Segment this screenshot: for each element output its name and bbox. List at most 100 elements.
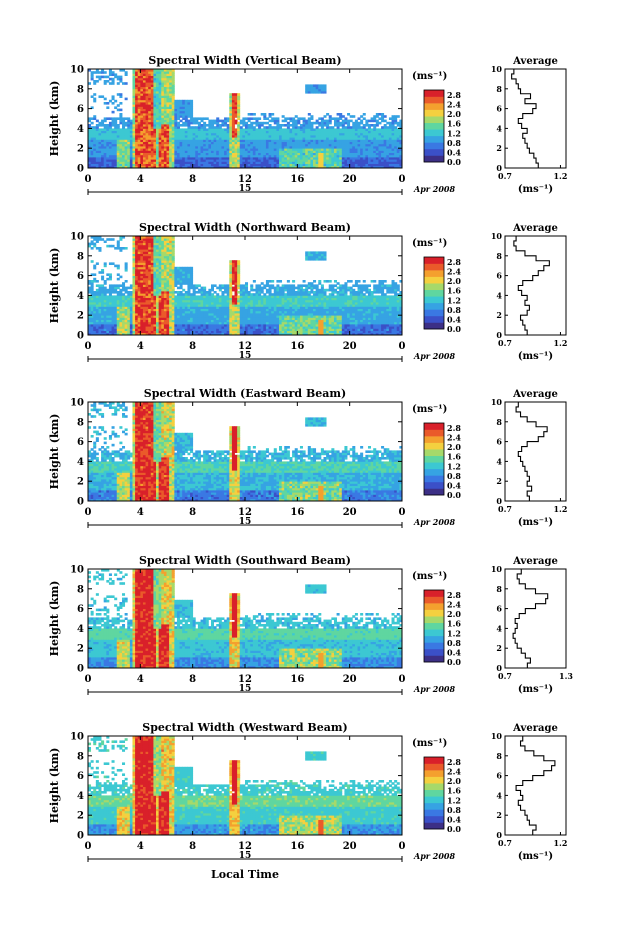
heatmap-cell: [106, 124, 109, 127]
heatmap-cell: [384, 115, 387, 118]
heatmap-cell: [271, 113, 274, 116]
heatmap-cell: [324, 115, 327, 118]
colorbar-tick-label: 0.0: [447, 157, 461, 167]
heatmap-cell: [371, 117, 374, 120]
heatmap-cell: [177, 287, 180, 290]
heatmap-cell: [101, 284, 104, 287]
colorbar-swatch: [424, 110, 444, 117]
heatmap-cell: [355, 120, 358, 123]
heatmap-cell: [378, 122, 381, 125]
heatmap-cell: [112, 78, 115, 81]
colorbar-swatch: [424, 136, 444, 143]
heatmap-cell: [235, 128, 238, 131]
heatmap-cell: [318, 128, 321, 131]
heatmap-cell: [187, 267, 190, 270]
heatmap-cell: [114, 265, 117, 268]
heatmap-cell: [93, 273, 96, 276]
y-tick-label: 10: [70, 65, 84, 76]
heatmap-cell: [232, 93, 235, 96]
heatmap-cell: [384, 124, 387, 127]
heatmap-cell: [221, 128, 224, 131]
heatmap-cell: [109, 82, 112, 85]
heatmap-cell: [214, 126, 217, 129]
heatmap-cell: [219, 295, 222, 298]
heatmap-cell: [93, 278, 96, 281]
heatmap-cell: [240, 126, 243, 129]
heatmap-cell: [274, 117, 277, 120]
heatmap-cell: [112, 245, 115, 248]
heatmap-cell: [177, 267, 180, 270]
heatmap-cell: [96, 280, 99, 283]
heatmap-cell: [127, 291, 130, 294]
heatmap-cell: [125, 287, 128, 290]
colorbar-tick-label: 2.4: [447, 100, 461, 110]
day-label: 15: [239, 184, 252, 194]
heatmap-cell: [125, 247, 128, 250]
heatmap-cell: [201, 124, 204, 127]
heatmap-cell: [253, 122, 256, 125]
heatmap-cell: [101, 95, 104, 98]
heatmap-cell: [329, 115, 332, 118]
heatmap-cell: [342, 120, 345, 123]
heatmap-cell: [313, 84, 316, 87]
heatmap-cell: [373, 124, 376, 127]
heatmap-cell: [177, 291, 180, 294]
heatmap-cell: [119, 289, 122, 292]
heatmap-cell: [271, 117, 274, 120]
heatmap-cell: [125, 82, 128, 85]
heatmap-cell: [235, 93, 238, 96]
heatmap-cell: [211, 284, 214, 287]
heatmap-cell: [93, 265, 96, 268]
heatmap-cell: [214, 295, 217, 298]
heatmap-cell: [331, 126, 334, 129]
avg-x-tick-label: 1.2: [553, 171, 567, 181]
heatmap-cell: [114, 100, 117, 103]
heatmap-cell: [261, 128, 264, 131]
heatmap-cell: [180, 267, 183, 270]
heatmap-cell: [303, 117, 306, 120]
heatmap-cell: [292, 117, 295, 120]
heatmap-cell: [378, 128, 381, 131]
heatmap-cell: [125, 71, 128, 74]
heatmap-cell: [104, 80, 107, 83]
heatmap-cell: [269, 124, 272, 127]
heatmap-cell: [177, 122, 180, 125]
heatmap-cell: [224, 128, 227, 131]
heatmap-cell: [245, 122, 248, 125]
heatmap-cell: [271, 126, 274, 129]
heatmap-cell: [250, 117, 253, 120]
heatmap-cell: [371, 124, 374, 127]
heatmap-cell: [206, 124, 209, 127]
heatmap-cell: [125, 280, 128, 283]
heatmap-cell: [392, 115, 395, 118]
colorbar-tick-label: 2.0: [447, 109, 461, 119]
heatmap-cell: [397, 122, 400, 125]
heatmap-cell: [219, 124, 222, 127]
heatmap-cell: [248, 113, 251, 116]
heatmap-cell: [122, 82, 125, 85]
heatmap-cell: [106, 278, 109, 281]
heatmap-cell: [104, 240, 107, 243]
heatmap-cell: [96, 289, 99, 292]
heatmap-cell: [180, 100, 183, 103]
heatmap-cell: [263, 113, 266, 116]
heatmap-cell: [373, 115, 376, 118]
heatmap-cell: [117, 265, 120, 268]
heatmap-cell: [104, 102, 107, 105]
heatmap-cell: [308, 117, 311, 120]
heatmap-cell: [93, 115, 96, 118]
colorbar-swatch: [424, 142, 444, 149]
heatmap-cell: [109, 284, 112, 287]
heatmap-cell: [117, 284, 120, 287]
heatmap-cell: [203, 122, 206, 125]
heatmap-cell: [180, 128, 183, 131]
heatmap-cell: [104, 76, 107, 79]
heatmap-cell: [224, 117, 227, 120]
heatmap-cell: [96, 76, 99, 79]
heatmap-cell: [174, 295, 177, 298]
heatmap-cell: [248, 117, 251, 120]
heatmap-cell: [305, 120, 308, 123]
heatmap-cell: [109, 122, 112, 125]
heatmap-cell: [185, 291, 188, 294]
heatmap-cell: [174, 100, 177, 103]
